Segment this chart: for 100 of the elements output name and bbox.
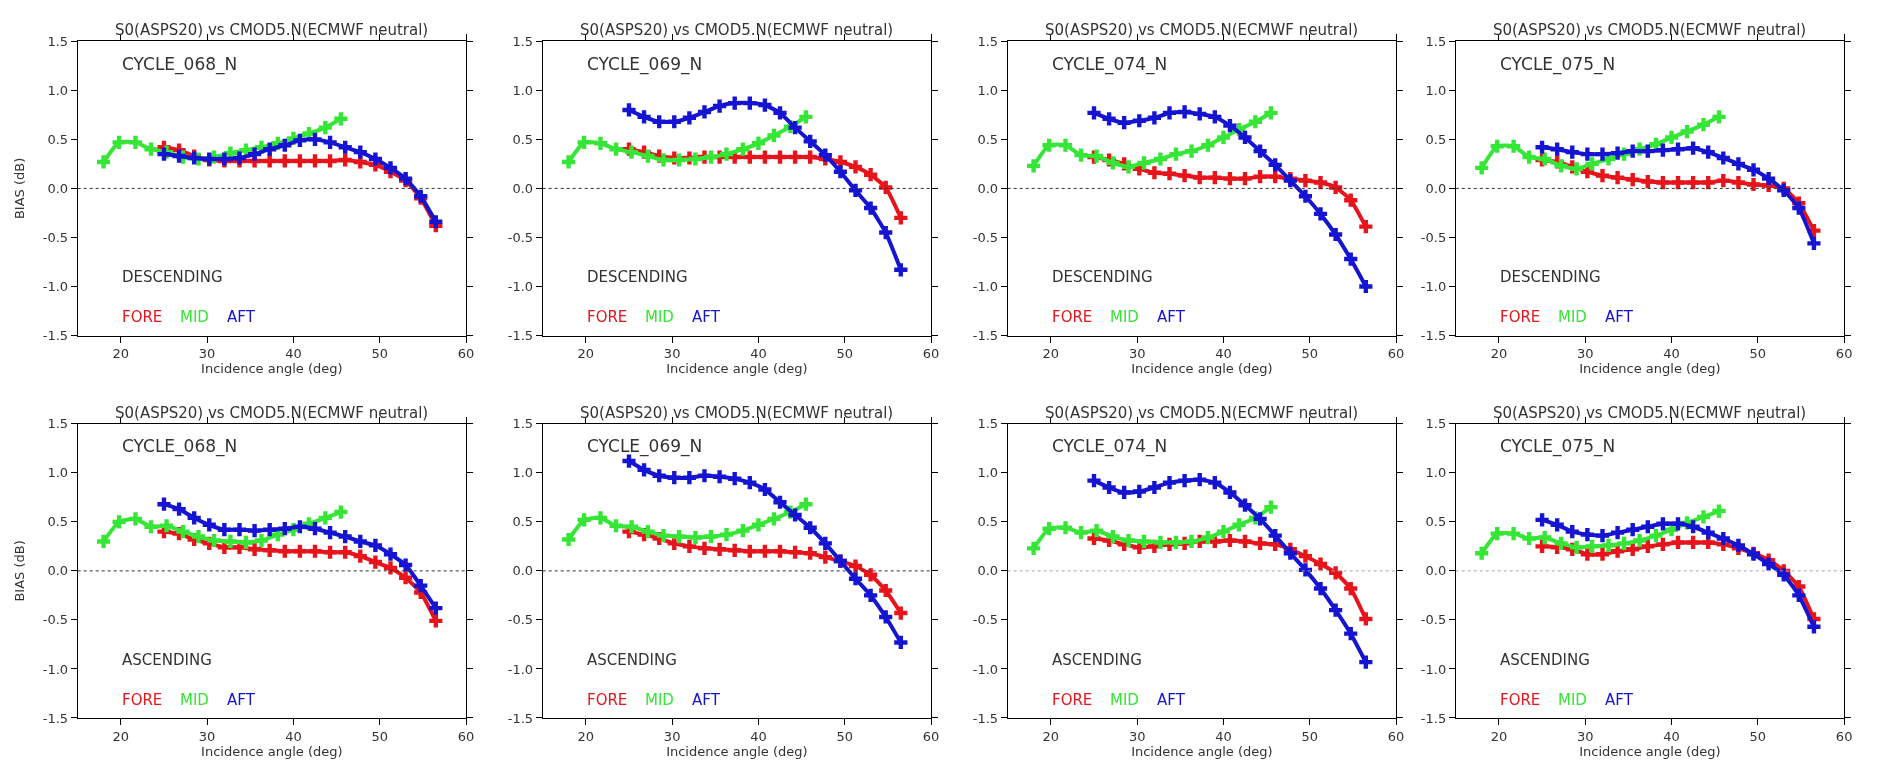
text: FORE xyxy=(1052,691,1093,709)
text: FORE xyxy=(122,308,163,326)
y-tick-label: 0.5 xyxy=(977,514,999,530)
y-tick-label: 1.5 xyxy=(1425,416,1447,432)
x-tick-label: 60 xyxy=(1387,346,1405,362)
x-tick-label: 60 xyxy=(1387,728,1405,744)
x-tick-label: 20 xyxy=(112,728,130,744)
x-tick-label: 50 xyxy=(371,346,388,362)
text: MID xyxy=(180,691,209,709)
y-tick-label: -1.0 xyxy=(42,279,69,295)
text: FORE xyxy=(587,691,628,709)
text: AFT xyxy=(227,691,256,709)
y-tick-label: 0.0 xyxy=(47,563,69,579)
y-tick-label: 1.0 xyxy=(1425,82,1447,98)
annotation: DESCENDING xyxy=(587,268,688,286)
x-tick-label: 60 xyxy=(1835,346,1853,362)
y-tick-label: -1.0 xyxy=(972,279,999,295)
x-axis-title: Incidence angle (deg) xyxy=(1579,361,1721,377)
text: MID xyxy=(1558,308,1587,326)
x-tick-label: 60 xyxy=(1835,728,1853,744)
chart-title: S0(ASPS20) vs CMOD5.N(ECMWF neutral) xyxy=(1045,21,1359,39)
y-tick-label: 0.5 xyxy=(977,131,999,147)
annotation: ASCENDING xyxy=(122,651,212,669)
y-axis-title: BIAS (dB) xyxy=(11,157,27,220)
text: FORE xyxy=(587,308,628,326)
y-tick-label: -1.5 xyxy=(972,710,999,726)
y-axis-title: BIAS (dB) xyxy=(11,540,27,602)
annotation: CYCLE_074_N xyxy=(1052,54,1168,75)
annotation: CYCLE_069_N xyxy=(587,54,703,75)
y-tick-label: 1.0 xyxy=(47,465,69,481)
text: AFT xyxy=(1605,691,1634,709)
y-tick-label: 0.0 xyxy=(47,180,69,196)
y-tick-label: -1.0 xyxy=(1420,661,1447,677)
annotation: CYCLE_074_N xyxy=(1052,436,1168,457)
y-tick-label: 1.5 xyxy=(977,33,999,49)
y-tick-label: 0.5 xyxy=(512,514,534,530)
text: MID xyxy=(1110,308,1139,326)
y-tick-label: 1.5 xyxy=(977,416,999,432)
x-tick-label: 40 xyxy=(750,728,767,744)
x-tick-label: 30 xyxy=(1576,346,1594,362)
y-tick-label: 1.5 xyxy=(47,416,69,432)
x-tick-label: 40 xyxy=(1663,346,1680,362)
y-tick-label: -0.5 xyxy=(972,612,999,628)
y-tick-label: 0.0 xyxy=(1425,180,1447,196)
annotation: CYCLE_075_N xyxy=(1500,436,1616,457)
y-tick-label: -1.5 xyxy=(1420,328,1447,344)
y-tick-label: 0.5 xyxy=(1425,514,1447,530)
text: FORE xyxy=(1500,691,1541,709)
text: AFT xyxy=(692,308,721,326)
text: AFT xyxy=(1157,308,1186,326)
y-tick-label: -0.5 xyxy=(507,612,534,628)
annotation: CYCLE_068_N xyxy=(122,436,238,457)
chart-title: S0(ASPS20) vs CMOD5.N(ECMWF neutral) xyxy=(1493,404,1807,422)
x-tick-label: 20 xyxy=(112,346,130,362)
y-tick-label: 1.5 xyxy=(512,416,534,432)
x-axis-title: Incidence angle (deg) xyxy=(666,361,808,377)
text: AFT xyxy=(1605,308,1634,326)
annotation: CYCLE_075_N xyxy=(1500,54,1616,75)
annotation: CYCLE_069_N xyxy=(587,436,703,457)
text: AFT xyxy=(692,691,721,709)
x-tick-label: 50 xyxy=(1749,346,1767,362)
y-tick-label: 0.5 xyxy=(1425,131,1447,147)
y-tick-label: -1.5 xyxy=(42,328,69,344)
x-axis-title: Incidence angle (deg) xyxy=(201,361,343,377)
x-tick-label: 40 xyxy=(1663,728,1680,744)
text: FORE xyxy=(1500,308,1541,326)
y-tick-label: -0.5 xyxy=(42,612,69,628)
y-tick-label: -1.5 xyxy=(1420,710,1447,726)
y-tick-label: 0.0 xyxy=(512,563,534,579)
x-tick-label: 60 xyxy=(457,346,475,362)
y-tick-label: 1.0 xyxy=(512,465,534,481)
x-tick-label: 50 xyxy=(1301,346,1319,362)
y-tick-label: -0.5 xyxy=(42,230,69,245)
x-tick-label: 30 xyxy=(1128,346,1146,362)
x-tick-label: 20 xyxy=(1490,728,1508,744)
chart-title: S0(ASPS20) vs CMOD5.N(ECMWF neutral) xyxy=(115,404,429,422)
annotation: DESCENDING xyxy=(1052,268,1153,286)
y-tick-label: -1.0 xyxy=(42,661,69,677)
y-tick-label: 0.0 xyxy=(512,180,534,196)
text: FORE xyxy=(122,691,163,709)
x-axis-title: Incidence angle (deg) xyxy=(1579,743,1721,759)
x-tick-label: 50 xyxy=(1749,728,1767,744)
y-tick-label: 1.0 xyxy=(1425,465,1447,481)
x-axis-title: Incidence angle (deg) xyxy=(666,743,808,759)
chart-title: S0(ASPS20) vs CMOD5.N(ECMWF neutral) xyxy=(580,21,894,39)
y-tick-label: 0.5 xyxy=(512,131,534,147)
y-tick-label: 1.0 xyxy=(47,82,69,98)
x-tick-label: 30 xyxy=(1128,728,1146,744)
y-tick-label: -1.0 xyxy=(507,661,534,677)
text: MID xyxy=(645,691,674,709)
y-tick-label: 1.5 xyxy=(1425,33,1447,49)
x-tick-label: 30 xyxy=(198,728,216,744)
annotation: DESCENDING xyxy=(122,268,223,286)
annotation: CYCLE_068_N xyxy=(122,54,238,75)
x-tick-label: 60 xyxy=(922,346,940,362)
y-tick-label: -0.5 xyxy=(972,230,999,245)
y-tick-label: 0.0 xyxy=(1425,563,1447,579)
x-tick-label: 30 xyxy=(663,346,681,362)
text: MID xyxy=(1110,691,1139,709)
annotation: DESCENDING xyxy=(1500,268,1601,286)
